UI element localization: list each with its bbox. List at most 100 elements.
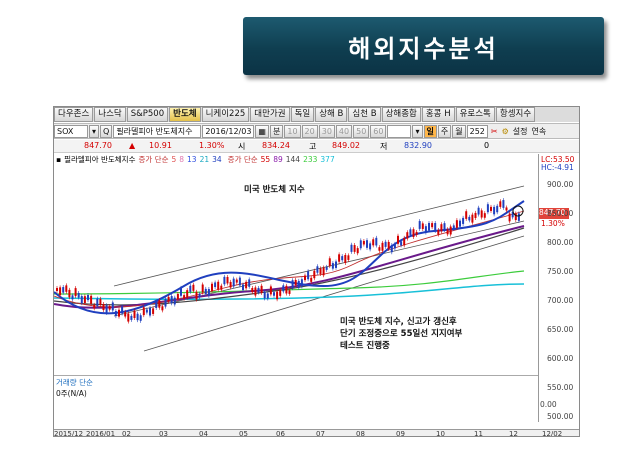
ma-55-line	[54, 210, 525, 308]
period-button-0[interactable]: 일	[423, 124, 437, 138]
chart-legend: ▪ 필라델피아 반도체지수 증가 단순 5 8 13 21 34 증가 단순 55 89 144 233…	[56, 154, 341, 166]
candle-body	[56, 288, 58, 291]
gear-icon[interactable]: ⚙	[501, 126, 509, 136]
candle-body	[90, 295, 93, 304]
legend-ma-233: 233	[303, 155, 318, 164]
candle-body	[130, 315, 133, 320]
candle-body	[455, 220, 458, 228]
time-tick: 11	[474, 430, 483, 437]
tab-7[interactable]: 상해 B	[315, 107, 348, 122]
time-tick: 2016/01	[86, 430, 116, 437]
unit-minute-button[interactable]: 분	[269, 124, 284, 138]
candle-body	[300, 279, 303, 287]
candle-body	[406, 232, 409, 239]
code-input[interactable]: SOX	[54, 124, 88, 138]
chart-toolbar: SOX ▾ Q 필라델피아 반도체지수 2016/12/03 ▦ 분 10 20 3…	[54, 123, 579, 139]
candle-body	[145, 309, 148, 313]
quote-bar: 847.70 ▲ 10.91 1.30% 시 834.24 고 849.02 저…	[54, 140, 579, 153]
candle-body	[288, 290, 291, 294]
candle-body	[59, 287, 62, 296]
candle-body	[291, 280, 294, 289]
time-tick: 03	[159, 430, 168, 437]
settings-button[interactable]: 설정	[512, 126, 528, 136]
legend-ma-label: 증가 단순	[138, 155, 169, 164]
price-chart[interactable]	[54, 166, 538, 375]
tab-2[interactable]: S&P500	[126, 107, 169, 122]
tab-3[interactable]: 반도체	[169, 107, 201, 122]
minute-button-30[interactable]: 30	[318, 124, 335, 138]
candle-body	[378, 247, 381, 251]
tab-4[interactable]: 니케이225	[201, 107, 250, 122]
candle-body	[486, 204, 489, 213]
candle-body	[232, 278, 235, 287]
legend-ma-21: 21	[199, 155, 210, 164]
price-scale[interactable]: LC:53.50 HC:-4.91 847.70 1.30% 900.00 850…	[538, 154, 579, 422]
scissors-icon[interactable]: ✂	[490, 126, 498, 136]
tab-9[interactable]: 상해종합	[381, 107, 421, 122]
candle-body	[400, 241, 403, 246]
candle-body	[83, 296, 86, 303]
candle-body	[471, 214, 474, 223]
candle-body	[96, 298, 99, 307]
candle-body	[331, 263, 334, 269]
minute-button-40[interactable]: 40	[335, 124, 353, 138]
tab-0[interactable]: 다우존스	[54, 107, 94, 122]
candle-body	[211, 283, 213, 291]
price-tick: 850.00	[547, 209, 574, 218]
candle-body	[71, 295, 74, 300]
candle-body	[359, 240, 362, 249]
legend-ma-144: 144	[285, 155, 301, 164]
search-icon[interactable]: Q	[100, 124, 113, 138]
period-button-1[interactable]: 주	[437, 124, 452, 138]
tab-5[interactable]: 대만가권	[250, 107, 290, 122]
minute-button-60[interactable]: 60	[370, 124, 387, 138]
minute-button-10[interactable]: 10	[284, 124, 301, 138]
candle-body	[493, 206, 496, 215]
tab-6[interactable]: 독일	[290, 107, 315, 122]
custom-minute-field[interactable]	[387, 124, 412, 138]
candle-body	[195, 291, 198, 300]
price-tick: 600.00	[547, 354, 574, 363]
candle-body	[142, 307, 145, 316]
minute-button-20[interactable]: 20	[301, 124, 318, 138]
volume-tick: 0.00	[540, 400, 557, 409]
code-dropdown-button[interactable]: ▾	[89, 124, 100, 138]
quote-high: 849.02	[332, 141, 360, 150]
lc-label: LC:53.50	[541, 155, 575, 164]
volume-value: 0주(N/A)	[56, 389, 87, 398]
candle-body	[322, 267, 325, 276]
tab-11[interactable]: 유로스톡	[455, 107, 495, 122]
minute-button-50[interactable]: 50	[353, 124, 370, 138]
date-field[interactable]: 2016/12/03	[202, 124, 255, 138]
legend-ma-values: 5 8 13 21 34	[171, 155, 224, 164]
tab-10[interactable]: 홍콩 H	[421, 107, 455, 122]
custom-dropdown-button[interactable]: ▾	[412, 124, 423, 138]
candle-body	[483, 213, 486, 218]
period-button-2[interactable]: 월	[452, 124, 466, 138]
calendar-icon[interactable]: ▦	[255, 124, 269, 138]
page-title: 해외지수분석	[348, 34, 499, 63]
candle-body	[68, 289, 71, 298]
count-field[interactable]: 252	[466, 124, 488, 138]
candle-body	[508, 213, 511, 222]
candle-body	[319, 268, 322, 274]
candle-body	[242, 284, 244, 291]
tab-1[interactable]: 나스닥	[94, 107, 126, 122]
candle-body	[366, 240, 368, 248]
tab-12[interactable]: 항셍지수	[495, 107, 536, 122]
candle-body	[434, 223, 437, 231]
candle-body	[316, 266, 319, 273]
candle-body	[490, 206, 492, 211]
legend-ma-55: 55	[260, 155, 271, 164]
candle-body	[310, 277, 313, 282]
tab-8[interactable]: 심천 B	[348, 107, 381, 122]
legend-ma-8: 8	[179, 155, 185, 164]
volume-panel[interactable]: 거래량 단순 0주(N/A) 0.00	[54, 375, 557, 429]
candle-body	[176, 293, 179, 300]
candle-body	[350, 244, 353, 252]
candle-body	[207, 289, 210, 296]
candle-body	[328, 258, 331, 267]
legend-ma-5: 5	[171, 155, 177, 164]
candle-body	[446, 229, 449, 235]
continuous-button[interactable]: 연속	[531, 126, 547, 136]
